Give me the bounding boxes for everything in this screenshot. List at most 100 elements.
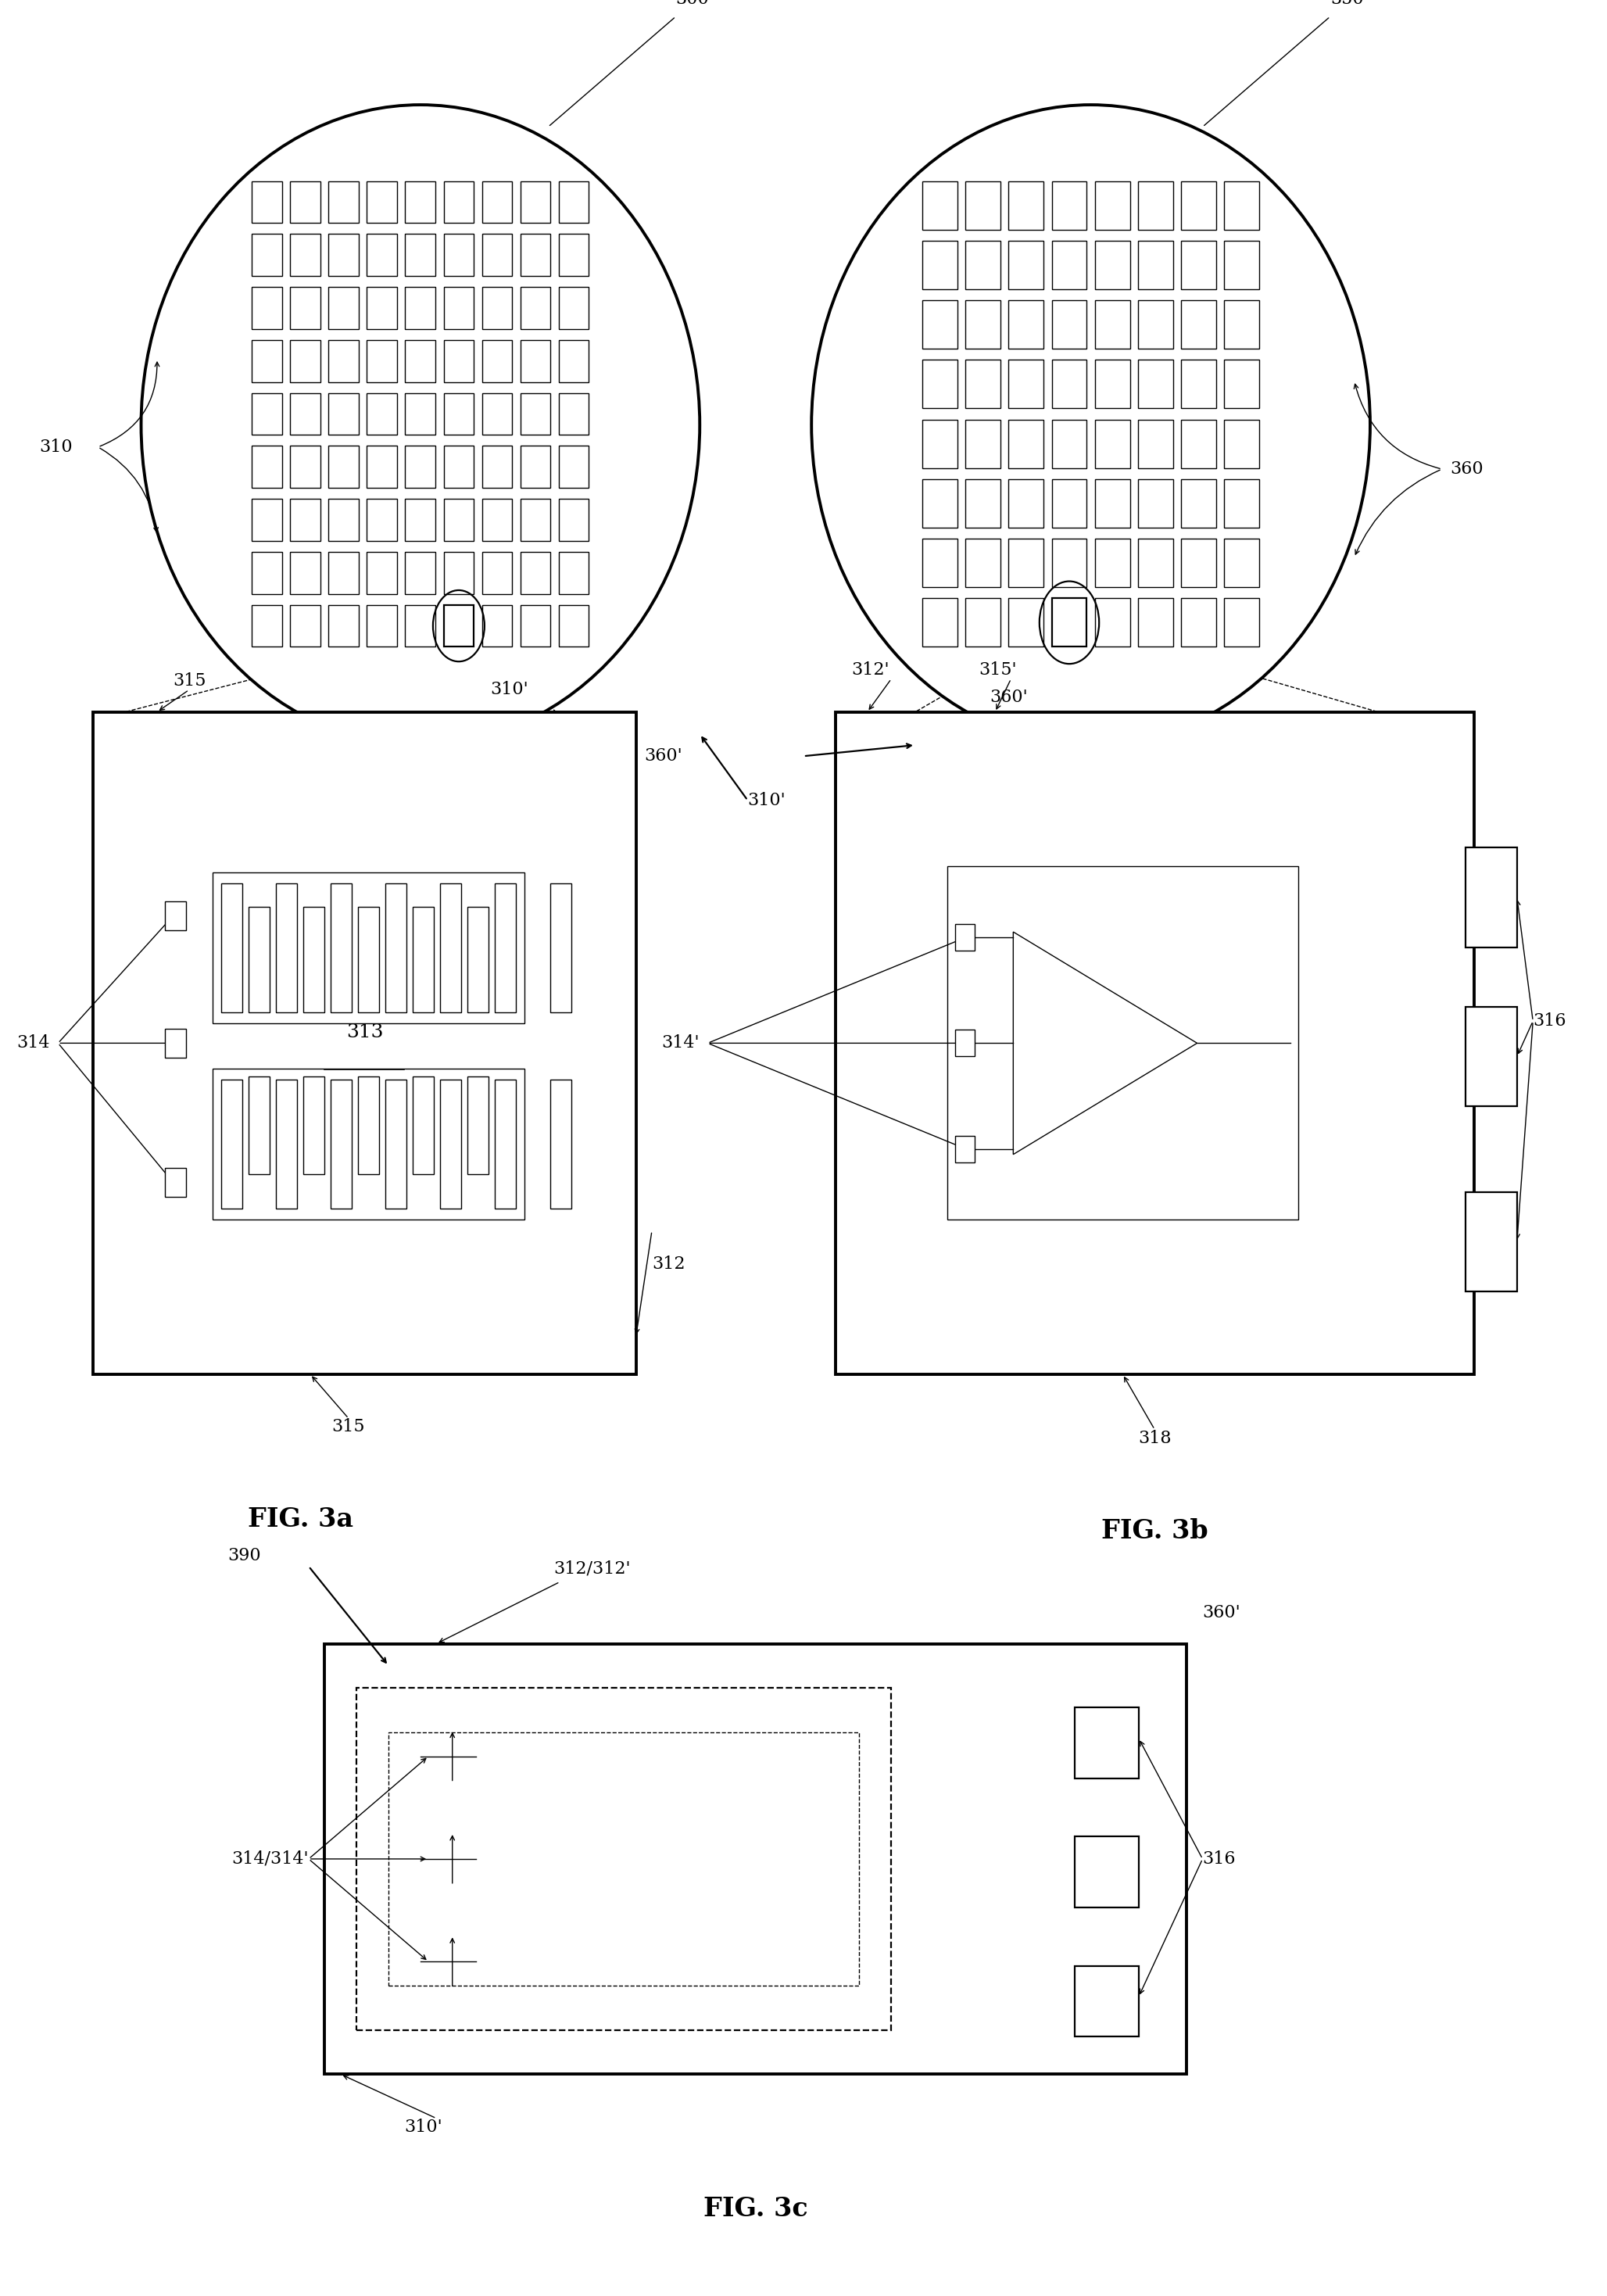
Bar [1466,847,1517,948]
Bar [329,393,358,434]
Bar [1094,599,1130,647]
Bar [444,445,474,487]
Text: 350: 350 [1331,0,1364,7]
Bar [366,604,397,647]
Bar [1138,420,1173,468]
Bar [329,340,358,381]
Bar [405,604,435,647]
Bar [304,1077,325,1176]
Bar [276,1079,297,1208]
Bar [444,181,474,223]
Bar [1051,540,1086,588]
Bar [329,181,358,223]
Bar [1181,540,1216,588]
Bar [166,1029,186,1058]
Ellipse shape [141,106,699,746]
Bar [1094,540,1130,588]
Bar [291,604,321,647]
Bar [291,393,321,434]
Bar [521,287,551,328]
Bar [1225,181,1260,230]
Bar [521,551,551,595]
Bar [559,445,588,487]
Bar [93,712,636,1375]
Bar [1009,420,1043,468]
Bar [1181,480,1216,528]
Text: 310': 310' [490,682,529,698]
Bar [1051,480,1086,528]
Bar [559,604,588,647]
Bar [444,340,474,381]
Bar [521,604,551,647]
Bar [366,551,397,595]
Text: 360': 360' [644,748,681,765]
Bar [521,445,551,487]
Bar [291,234,321,276]
Bar [884,778,1425,1309]
Bar [1009,599,1043,647]
Bar [966,360,1001,409]
Bar [1181,360,1216,409]
Bar [836,712,1474,1375]
Bar [495,1079,516,1208]
Bar [252,604,283,647]
Bar [444,393,474,434]
Bar [291,340,321,381]
Bar [1075,1837,1139,1908]
Bar [405,234,435,276]
Text: 312: 312 [652,1256,685,1272]
Bar [559,340,588,381]
Bar [440,1079,461,1208]
Bar [1181,241,1216,289]
Bar [966,181,1001,230]
Bar [249,907,270,1013]
Bar [405,445,435,487]
Bar [468,1077,489,1176]
Text: 314: 314 [18,1035,50,1052]
Bar [860,746,1450,1341]
Bar [1094,241,1130,289]
Bar [405,551,435,595]
Bar [1051,181,1086,230]
Bar [405,181,435,223]
Bar [1094,420,1130,468]
Bar [1466,1192,1517,1293]
Bar [1225,480,1260,528]
Bar [1138,301,1173,349]
Bar [252,340,283,381]
Text: 310: 310 [39,439,72,455]
Bar [521,393,551,434]
Text: 316: 316 [1202,1851,1236,1867]
Bar [955,1137,974,1162]
Bar [947,866,1298,1219]
Bar [521,498,551,542]
Text: 360: 360 [1450,461,1483,478]
Text: 316: 316 [1533,1013,1567,1029]
Bar [413,907,434,1013]
Bar [444,234,474,276]
Bar [366,181,397,223]
Bar [444,551,474,595]
Bar [252,287,283,328]
Bar [482,393,513,434]
Bar [331,884,352,1013]
Bar [922,301,958,349]
Bar [922,241,958,289]
Bar [166,1169,186,1196]
Bar [1094,360,1130,409]
Bar [154,797,575,1290]
Bar [1051,420,1086,468]
Bar [1094,480,1130,528]
Text: 360': 360' [990,689,1027,705]
Bar [1009,181,1043,230]
Bar [252,181,283,223]
Bar [1138,360,1173,409]
Text: FIG. 3a: FIG. 3a [247,1506,354,1534]
Bar [405,287,435,328]
Bar [521,340,551,381]
Bar [177,827,553,1261]
Bar [966,420,1001,468]
Bar [366,498,397,542]
Bar [1051,241,1086,289]
Bar [1225,599,1260,647]
